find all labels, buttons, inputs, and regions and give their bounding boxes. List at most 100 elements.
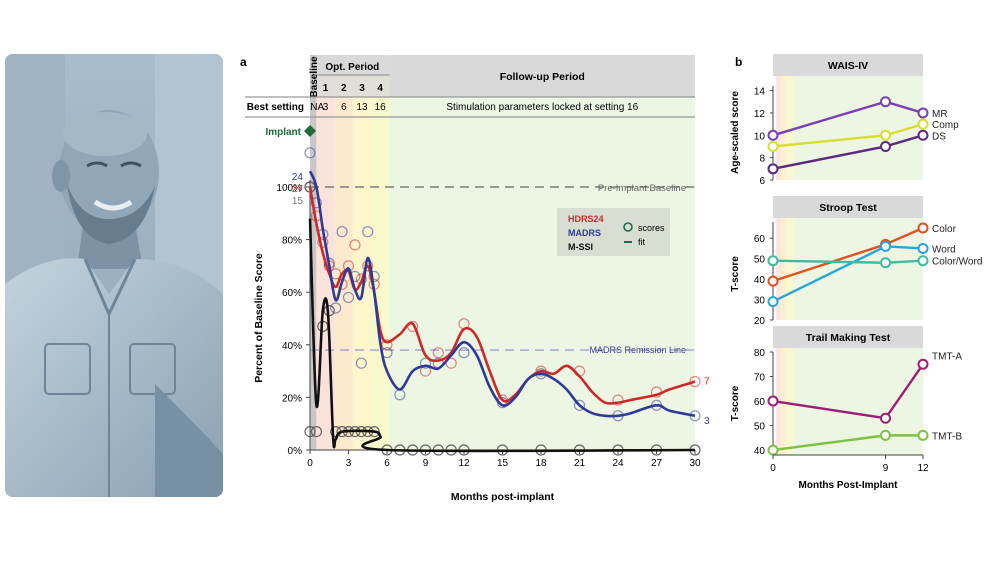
b-stroop-color-word-label: Color/Word xyxy=(932,257,982,268)
b-wais-comp-label: Comp xyxy=(932,120,959,131)
best-setting-value: 3 xyxy=(323,102,329,113)
legend-scores-marker xyxy=(623,222,633,232)
followup-band xyxy=(389,75,695,450)
b-tmt-opt-band xyxy=(784,348,790,455)
hdrs-end-label: 7 xyxy=(704,377,710,388)
b-tmt-x-axis-label: Months Post-Implant xyxy=(799,480,899,491)
hdrs-score-point xyxy=(317,236,329,248)
madrs-start-label: 24 xyxy=(292,172,304,183)
panel-label-b: b xyxy=(735,55,742,69)
best-setting-na: NA xyxy=(310,102,324,113)
a-x-tick-label: 18 xyxy=(535,458,547,469)
b-stroop-opt-band xyxy=(789,218,794,320)
mssi-score-point xyxy=(310,425,323,438)
b-tmt-y-tick-label: 80 xyxy=(754,348,766,359)
opt-period-header xyxy=(316,55,390,75)
b-tmt-opt-band xyxy=(789,348,794,455)
b-tmt-followup-band xyxy=(793,348,923,455)
legend-fit: fit xyxy=(638,237,646,247)
b-tmt-y-tick-label: 50 xyxy=(754,422,766,433)
opt-number: 1 xyxy=(323,83,329,94)
b-tmt-tmt-a-point xyxy=(767,395,779,407)
b-stroop-color-point xyxy=(917,222,929,234)
a-x-tick-label: 9 xyxy=(423,458,429,469)
b-stroop-opt-band xyxy=(776,218,781,320)
a-x-tick-label: 24 xyxy=(612,458,624,469)
hdrs-score-point xyxy=(445,357,457,369)
hdrs-start-label: 27 xyxy=(292,184,304,195)
b-wais-mr-point xyxy=(767,129,779,141)
b-wais-mr-point xyxy=(880,96,891,108)
legend-hdrs: HDRS24 xyxy=(568,214,604,224)
b-wais-opt-band xyxy=(784,76,790,180)
mssi-start-label: 15 xyxy=(292,196,304,207)
b-wais-y-tick-label: 14 xyxy=(754,87,766,98)
b-tmt-x-tick-label: 12 xyxy=(917,463,929,474)
b-tmt-title-bar xyxy=(773,326,923,348)
participant-photo xyxy=(5,54,223,497)
a-x-tick-label: 30 xyxy=(689,458,701,469)
b-stroop-title-bar xyxy=(773,196,923,218)
hdrs-score-point xyxy=(689,376,701,388)
implant-label: Implant xyxy=(265,127,301,138)
opt-numbers-header xyxy=(316,75,390,97)
b-wais-y-tick-label: 6 xyxy=(759,176,765,187)
b-tmt-title: Trail Making Test xyxy=(806,332,891,344)
a-y-tick-label: 40% xyxy=(282,341,302,352)
b-tmt-x-tick-label: 9 xyxy=(883,463,889,474)
b-wais-opt-band xyxy=(780,76,785,180)
b-wais-mr-point xyxy=(917,107,929,119)
b-tmt-y-axis-label: T-score xyxy=(730,385,741,421)
madrs-score-point xyxy=(458,347,470,359)
a-x-tick-label: 12 xyxy=(458,458,470,469)
b-wais-y-axis-label: Age-scaled score xyxy=(730,91,741,174)
photo-illustration xyxy=(5,54,223,497)
madrs-score-point xyxy=(573,399,586,411)
b-stroop-y-tick-label: 50 xyxy=(754,255,766,266)
b-stroop-y-tick-label: 60 xyxy=(754,234,766,245)
b-stroop-color-word-point xyxy=(880,257,891,269)
opt-number: 4 xyxy=(377,83,383,94)
b-stroop-word-point xyxy=(917,242,929,254)
b-wais-y-tick-label: 8 xyxy=(759,154,765,165)
opt-number: 2 xyxy=(341,83,347,94)
a-y-tick-label: 100% xyxy=(276,183,302,194)
implant-marker xyxy=(304,125,316,137)
b-stroop-opt-band xyxy=(784,218,790,320)
b-wais-mr-label: MR xyxy=(932,109,948,120)
b-stroop-opt-band xyxy=(780,218,785,320)
madrs-fit-line xyxy=(308,170,696,418)
b-tmt-y-tick-label: 70 xyxy=(754,373,766,384)
b-tmt-tmt-a-label: TMT-A xyxy=(932,351,962,362)
b-tmt-tmt-b-point xyxy=(880,429,891,441)
b-stroop-title: Stroop Test xyxy=(819,202,877,214)
pre-implant-label: Pre-Implant Baseline xyxy=(598,183,686,194)
b-stroop-y-tick-label: 30 xyxy=(754,296,766,307)
a-x-axis-label: Months post-implant xyxy=(451,491,555,503)
b-wais-opt-band xyxy=(776,76,781,180)
a-x-tick-label: 21 xyxy=(574,458,586,469)
b-stroop-color-word-point xyxy=(767,255,779,267)
b-wais-title: WAIS-IV xyxy=(828,60,868,72)
madrs-score-point xyxy=(362,226,374,238)
b-stroop-color-word-point xyxy=(917,255,929,267)
madrs-score-point xyxy=(496,397,509,409)
a-y-tick-label: 80% xyxy=(282,236,302,247)
opt-period-band xyxy=(352,75,372,450)
b-stroop-word-point xyxy=(767,296,779,308)
b-stroop-followup-band xyxy=(793,218,923,320)
locked-settings-text: Stimulation parameters locked at setting… xyxy=(446,102,638,113)
b-wais-ds-point xyxy=(917,129,929,141)
madrs-score-point xyxy=(368,270,380,283)
opt-period-band xyxy=(334,75,353,450)
b-wais-y-tick-label: 12 xyxy=(754,109,766,120)
madrs-score-point xyxy=(342,291,355,304)
b-tmt-y-tick-label: 40 xyxy=(754,446,766,457)
b-stroop-color-point xyxy=(767,275,779,287)
b-tmt-x-tick-label: 0 xyxy=(770,463,776,474)
b-wais-ds-point xyxy=(880,140,891,152)
hdrs-score-point xyxy=(349,239,361,251)
a-x-tick-label: 15 xyxy=(497,458,509,469)
